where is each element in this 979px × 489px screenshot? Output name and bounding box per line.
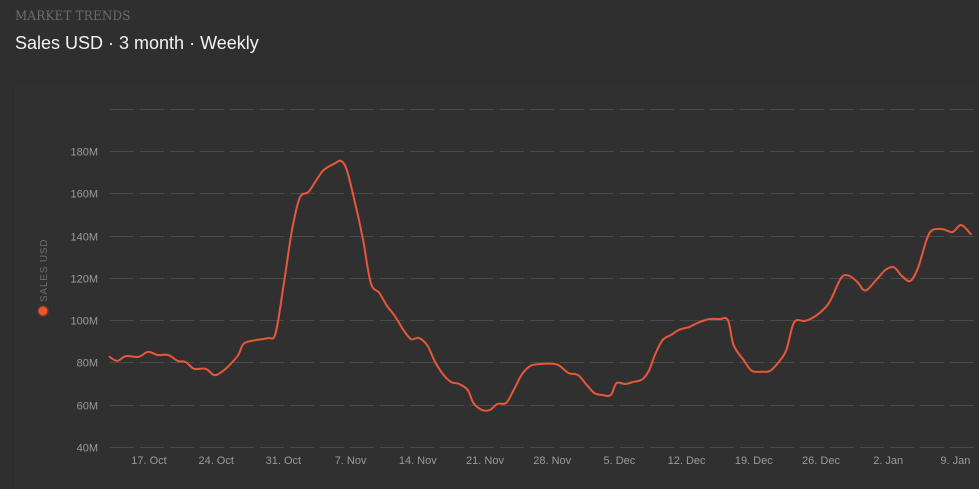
x-tick-label: 28. Nov (533, 455, 571, 467)
legend-marker-glow (37, 305, 49, 317)
x-tick-label: 31. Oct (266, 455, 301, 467)
x-axis-labels: 17. Oct 24. Oct 31. Oct 7. Nov 14. Nov 21. No… (131, 455, 970, 467)
x-tick-label: 12. Dec (668, 455, 706, 467)
y-tick-label: 120M (70, 274, 98, 286)
y-tick-label: 40M (77, 443, 98, 455)
x-tick-label: 5. Dec (604, 455, 636, 467)
sales-usd-line[interactable] (108, 159, 972, 412)
x-tick-label: 9. Jan (940, 455, 970, 467)
x-tick-label: 19. Dec (735, 455, 773, 467)
x-tick-label: 14. Nov (399, 455, 437, 467)
chart-title: Sales USD · 3 month · Weekly (15, 33, 259, 53)
series-legend-marker (38, 306, 48, 316)
y-axis-legend[interactable]: SALES USD (37, 239, 50, 317)
y-tick-label: 100M (70, 316, 98, 328)
y-tick-label: 60M (77, 401, 98, 413)
x-tick-label: 7. Nov (335, 455, 367, 467)
y-tick-label: 160M (70, 189, 98, 201)
grid-lines (110, 109, 979, 448)
x-tick-label: 24. Oct (198, 455, 233, 467)
y-axis-title: SALES USD (39, 239, 50, 302)
x-tick-label: 26. Dec (802, 455, 840, 467)
y-axis-labels: 40M 60M 80M 100M 120M 140M 160M 180M (70, 147, 98, 455)
y-tick-label: 140M (70, 232, 98, 244)
section-kicker: MARKET TRENDS (15, 9, 131, 24)
x-tick-label: 17. Oct (131, 455, 166, 467)
y-tick-label: 180M (70, 147, 98, 159)
x-tick-label: 21. Nov (466, 455, 504, 467)
x-tick-label: 2. Jan (873, 455, 903, 467)
y-tick-label: 80M (77, 358, 98, 370)
